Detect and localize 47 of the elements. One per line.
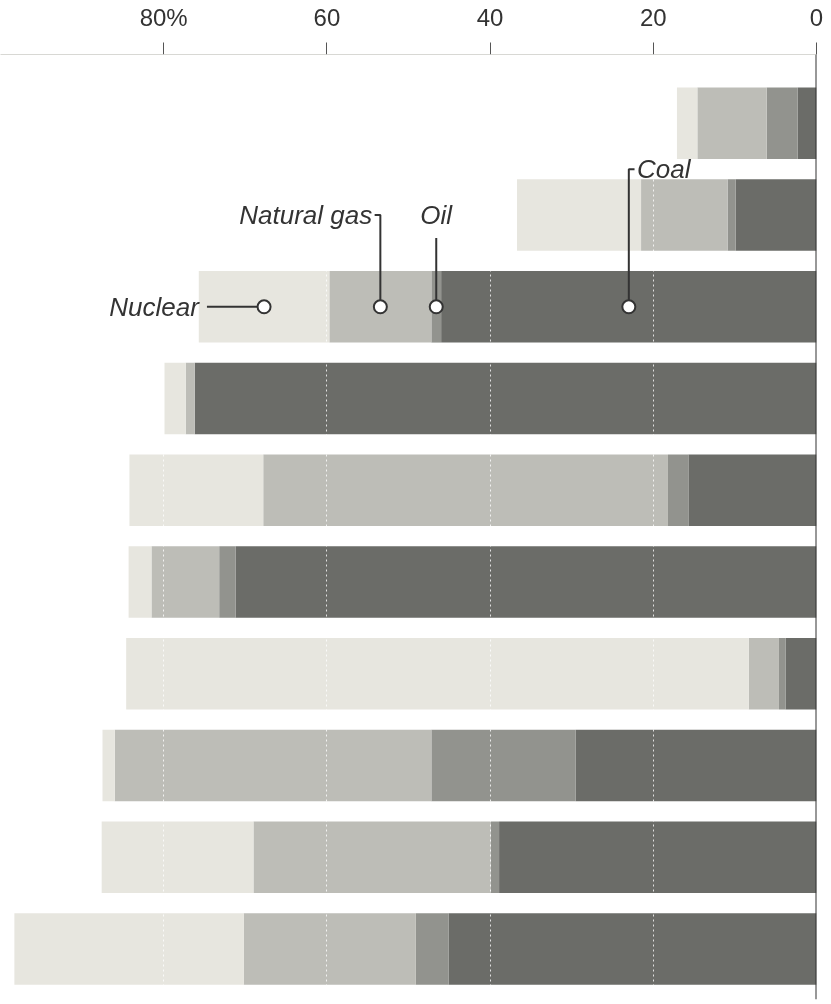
series-label: Nuclear — [109, 291, 201, 322]
bar — [735, 179, 817, 251]
x-tick-label: 60 — [313, 3, 341, 31]
bar — [164, 362, 186, 435]
bar — [797, 87, 817, 160]
bar — [151, 546, 220, 618]
bar — [185, 362, 195, 435]
bar — [667, 454, 689, 527]
bar — [697, 87, 767, 160]
bar — [102, 729, 115, 802]
series-label: Oil — [420, 200, 454, 231]
bar — [785, 638, 817, 710]
bar — [198, 271, 330, 343]
x-tick-label: 0 — [809, 3, 824, 31]
bar — [490, 821, 500, 894]
bar — [499, 821, 817, 894]
bar — [329, 271, 432, 343]
bar — [235, 546, 817, 618]
bar — [128, 546, 152, 618]
bar — [263, 454, 668, 527]
bar — [415, 913, 449, 985]
bar — [517, 179, 642, 251]
bar — [676, 87, 698, 160]
bar — [727, 179, 736, 251]
series-label: Natural gas — [239, 200, 373, 231]
bar — [448, 913, 817, 985]
bar — [219, 546, 236, 618]
bar — [253, 821, 491, 894]
bar — [129, 454, 264, 527]
bar — [441, 271, 817, 343]
x-tick-label: 20 — [639, 3, 667, 31]
bar — [126, 638, 749, 710]
bar — [194, 362, 817, 435]
bar — [778, 638, 786, 710]
bar — [575, 729, 817, 802]
bar — [688, 454, 817, 527]
bar — [14, 913, 244, 985]
bar — [431, 729, 576, 802]
x-tick-label: 80% — [139, 3, 188, 31]
bar — [101, 821, 254, 894]
bar — [114, 729, 432, 802]
bar — [641, 179, 728, 251]
x-tick-label: 40 — [476, 3, 504, 31]
series-label: Coal — [636, 154, 692, 185]
bar — [748, 638, 779, 710]
bar — [243, 913, 416, 985]
bar — [766, 87, 798, 160]
